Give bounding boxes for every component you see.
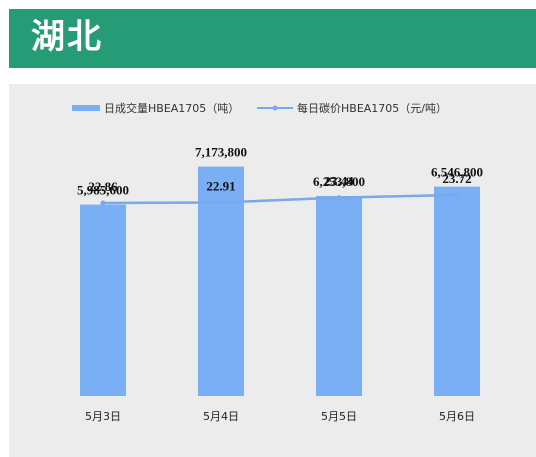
bar-value-label: 5,985,600 [77,183,129,198]
x-tick-label: 5月6日 [439,410,475,423]
line-value-label: 23.72 [442,171,471,186]
line-point [336,195,342,201]
bar-value-label: 7,173,800 [195,145,247,160]
bar [80,204,126,396]
line-value-label: 23.44 [324,174,354,189]
x-tick-label: 5月4日 [203,410,239,423]
line-value-label: 22.86 [88,179,118,194]
line-value-label: 22.91 [206,179,235,194]
line-point [454,192,460,198]
chart-legend: 日成交量HBEA1705（吨） 每日碳价HBEA1705（元/吨） [72,101,447,115]
bar-value-label: 6,253,800 [313,174,365,189]
bar-value-labels: 5,985,600 7,173,800 6,253,800 6,546,800 [77,145,483,198]
line-value-labels: 22.86 22.91 23.44 23.72 [88,171,471,194]
region-header: 湖北 [9,9,536,68]
x-tick-label: 5月3日 [85,410,121,423]
legend-bar-swatch [72,105,100,111]
legend-bar-label: 日成交量HBEA1705（吨） [104,101,239,115]
line-point [100,200,106,206]
price-line [102,193,458,205]
region-title: 湖北 [31,17,103,57]
bar [434,186,480,396]
legend-line-label: 每日碳价HBEA1705（元/吨） [297,101,447,115]
line-point [218,200,224,206]
bar-value-label: 6,546,800 [431,165,483,180]
bar [316,196,362,396]
x-axis-tick-labels: 5月3日 5月4日 5月5日 5月6日 [85,410,475,423]
legend-line-marker [272,105,278,111]
bar-line-chart: 日成交量HBEA1705（吨） 每日碳价HBEA1705（元/吨） 5,985,… [72,101,483,423]
chart-panel: 日成交量HBEA1705（吨） 每日碳价HBEA1705（元/吨） 5,985,… [9,84,536,457]
x-tick-label: 5月5日 [321,410,357,423]
line-series [100,192,460,206]
